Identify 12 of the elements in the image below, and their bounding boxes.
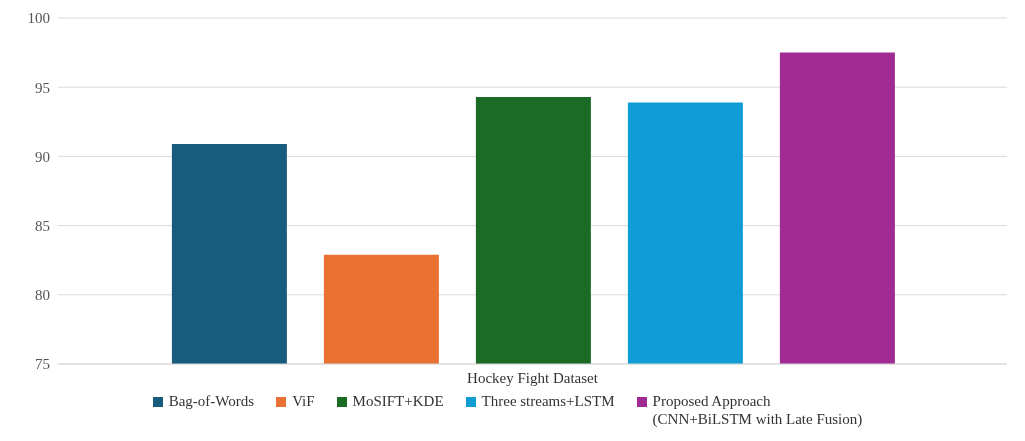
x-tick-label: Hockey Fight Dataset bbox=[467, 369, 599, 386]
y-tick-label: 95 bbox=[35, 79, 50, 96]
legend-label: MoSIFT+KDE bbox=[352, 392, 444, 410]
y-tick-label: 90 bbox=[35, 148, 50, 165]
y-tick-label: 100 bbox=[27, 10, 50, 27]
legend-label: ViF bbox=[292, 392, 315, 410]
legend-label: Proposed Approach (CNN+BiLSTM with Late Fusion) bbox=[652, 392, 863, 428]
y-tick-label: 85 bbox=[35, 217, 50, 234]
legend-label: Bag-of-Words bbox=[168, 392, 255, 410]
legend-label: Three streams+LSTM bbox=[481, 392, 615, 410]
y-tick-label: 80 bbox=[35, 287, 50, 304]
y-tick-label: 75 bbox=[35, 356, 50, 373]
